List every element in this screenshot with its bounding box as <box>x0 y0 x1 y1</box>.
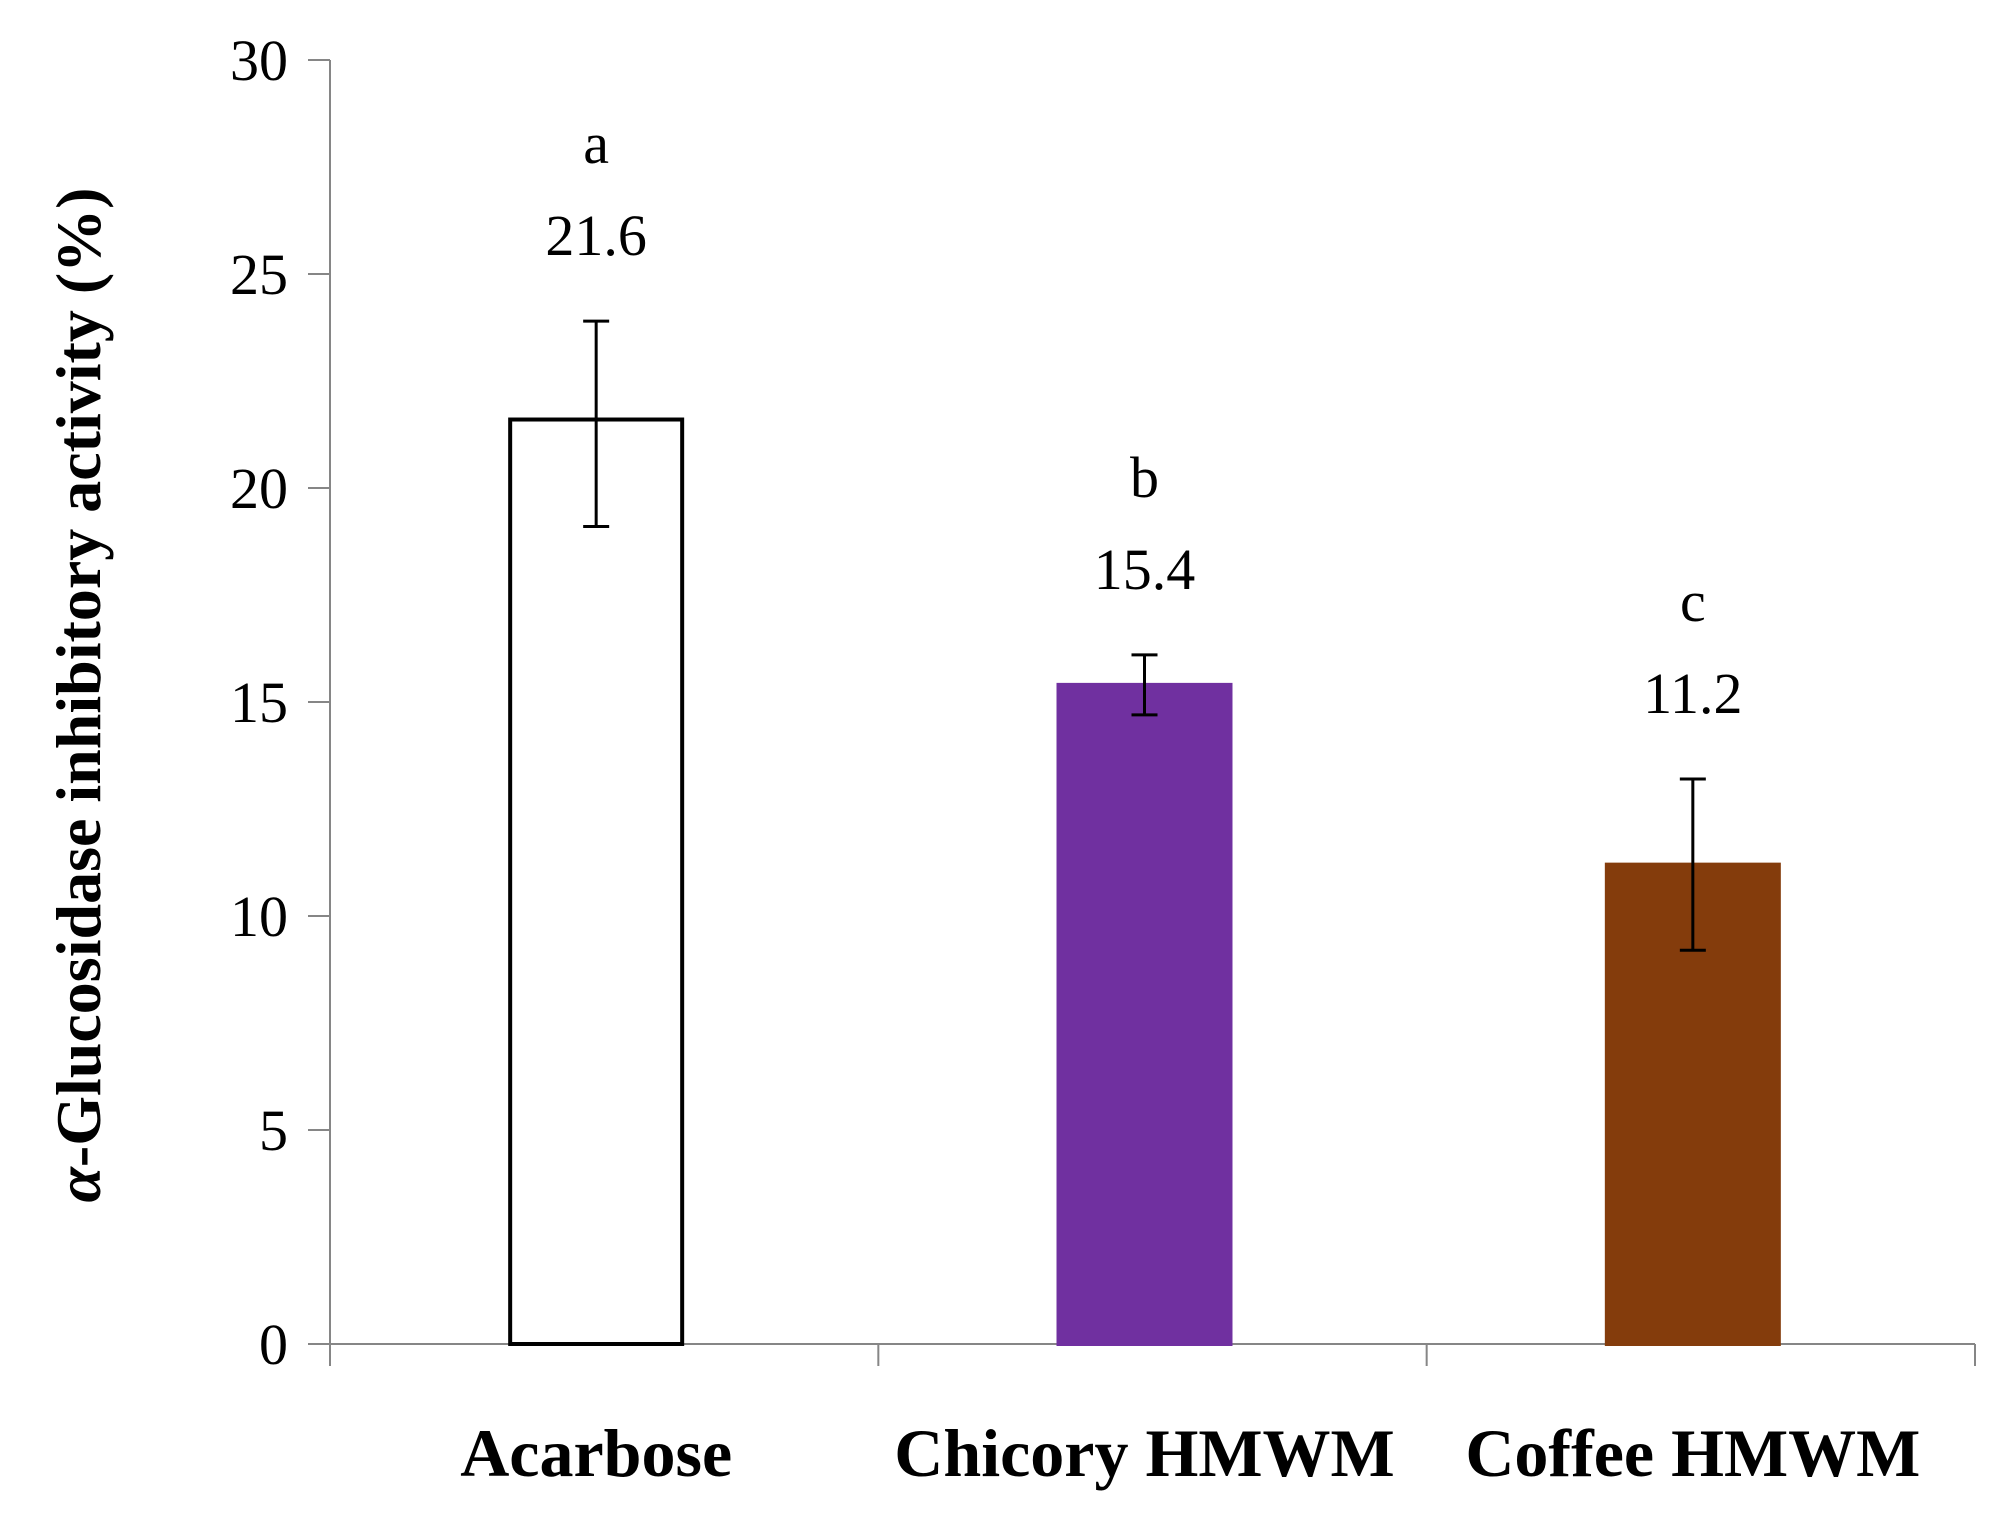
bar-acarbose <box>508 417 685 1346</box>
x-category-label: Chicory HMWM <box>894 1415 1394 1491</box>
significance-letter: a <box>583 111 609 176</box>
data-value-label: 21.6 <box>545 203 647 268</box>
y-ticks: 0 5 10 15 20 25 30 <box>230 28 330 1377</box>
y-tick-label: 30 <box>230 28 288 93</box>
y-tick-label: 25 <box>230 242 288 307</box>
y-tick-label: 15 <box>230 670 288 735</box>
data-value-label: 11.2 <box>1643 661 1742 726</box>
data-value-label: 15.4 <box>1094 537 1196 602</box>
y-axis-title-text: -Glucosidase inhibitory activity (%) <box>43 188 114 1168</box>
x-category-label: Coffee HMWM <box>1465 1415 1920 1491</box>
y-tick-label: 20 <box>230 456 288 521</box>
y-axis-title: α-Glucosidase inhibitory activity (%) <box>43 188 114 1203</box>
x-category-label: Acarbose <box>460 1415 732 1491</box>
y-axis-title-symbol: α <box>43 1165 114 1202</box>
y-tick-label: 10 <box>230 884 288 949</box>
significance-letter: c <box>1680 569 1706 634</box>
y-tick-label: 5 <box>259 1098 288 1163</box>
y-tick-label: 0 <box>259 1312 288 1377</box>
x-category-labels: Acarbose Chicory HMWM Coffee HMWM <box>460 1415 1920 1491</box>
bar-annotations: 21.6 a 15.4 b 11.2 c <box>545 111 1742 726</box>
significance-letter: b <box>1130 445 1159 510</box>
error-bars <box>583 319 1706 952</box>
bar-chicory-hmwm <box>1056 682 1233 1346</box>
y-axis-title-group: α-Glucosidase inhibitory activity (%) <box>43 188 114 1203</box>
